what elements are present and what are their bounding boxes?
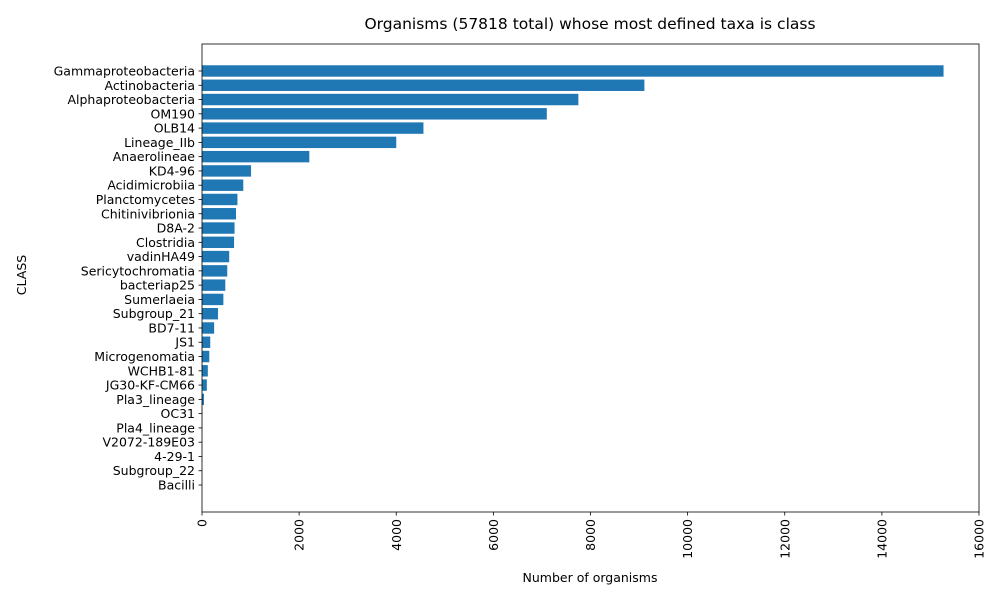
bar-sericytochromatia (202, 265, 228, 277)
bar-js1 (202, 336, 211, 348)
x-tick-label: 2000 (292, 519, 307, 551)
y-tick-label: Alphaproteobacteria (67, 92, 195, 107)
bar-anaerolineae (202, 150, 310, 163)
y-tick-label: Lineage_IIb (124, 135, 195, 150)
y-tick-label: vadinHA49 (127, 249, 195, 264)
bars-group (202, 65, 944, 491)
y-tick-label: Microgenomatia (94, 349, 195, 364)
bar-wchb1-81 (202, 365, 208, 377)
x-tick-label: 8000 (583, 519, 598, 551)
y-tick-label: Subgroup_21 (113, 306, 195, 321)
x-tick-label: 6000 (486, 519, 501, 551)
bar-bacteriap25 (202, 279, 226, 291)
bar-d8a-2 (202, 222, 235, 234)
y-tick-label: Subgroup_22 (113, 463, 195, 478)
y-tick-label: V2072-189E03 (102, 435, 195, 450)
y-tick-label: D8A-2 (157, 221, 195, 236)
y-tick-label: Pla4_lineage (116, 420, 195, 435)
bar-jg30-kf-cm66 (202, 379, 207, 391)
y-tick-label: KD4-96 (149, 163, 195, 178)
bar-microgenomatia (202, 350, 210, 363)
y-tick-label: Acidimicrobiia (107, 178, 195, 193)
y-tick-label: Sericytochromatia (81, 263, 195, 278)
bar-pla3-lineage (202, 393, 204, 406)
y-tick-label: Bacilli (158, 478, 195, 493)
y-tick-label: OC31 (161, 406, 195, 421)
plot-frame (201, 43, 980, 513)
bar-clostridia (202, 236, 235, 249)
y-tick-label: OLB14 (154, 121, 195, 136)
bar-subgroup-21 (202, 307, 219, 320)
x-tick-label: 0 (195, 519, 210, 527)
y-tick-label: Pla3_lineage (116, 392, 195, 407)
bar-bd7-11 (202, 322, 215, 334)
y-tick-label: Actinobacteria (105, 78, 195, 93)
y-tick-label: 4-29-1 (154, 449, 195, 464)
chart-title: Organisms (57818 total) whose most defin… (364, 15, 815, 33)
y-tick-labels: GammaproteobacteriaActinobacteriaAlphapr… (54, 63, 202, 493)
y-tick-label: Sumerlaeia (124, 292, 195, 307)
bar-vadinha49 (202, 250, 230, 263)
bar-olb14 (202, 122, 424, 134)
y-tick-label: BD7-11 (148, 320, 195, 335)
y-tick-label: Planctomycetes (96, 192, 195, 207)
y-tick-label: OM190 (151, 106, 196, 121)
x-tick-label: 14000 (874, 519, 889, 559)
y-tick-label: Anaerolineae (113, 149, 196, 164)
x-tick-label: 16000 (972, 519, 987, 559)
bar-acidimicrobiia (202, 179, 244, 191)
bar-gammaproteobacteria (202, 65, 944, 77)
bar-kd4-96 (202, 165, 252, 177)
x-axis-label: Number of organisms (523, 570, 658, 585)
bar-alphaproteobacteria (202, 93, 579, 106)
x-tick-label: 4000 (389, 519, 404, 551)
y-axis-label: CLASS (14, 255, 29, 295)
y-tick-label: JG30-KF-CM66 (105, 378, 195, 393)
y-tick-label: Chitinivibrionia (101, 206, 195, 221)
bar-chitinivibrionia (202, 208, 236, 220)
x-tick-label: 10000 (680, 519, 695, 559)
x-tick-label: 12000 (777, 519, 792, 559)
y-tick-label: WCHB1-81 (128, 363, 195, 378)
bar-sumerlaeia (202, 293, 224, 306)
y-tick-label: Gammaproteobacteria (54, 63, 195, 78)
bar-actinobacteria (202, 79, 645, 91)
bar-planctomycetes (202, 193, 238, 206)
y-tick-label: bacteriap25 (120, 278, 195, 293)
x-ticks: 0 2000 4000 6000 8000 10000 12000 14000 16000 (195, 512, 987, 559)
y-tick-label: Clostridia (136, 235, 195, 250)
bar-om190 (202, 108, 547, 120)
bar-lineage-iib (202, 136, 397, 149)
y-tick-label: JS1 (174, 335, 195, 350)
